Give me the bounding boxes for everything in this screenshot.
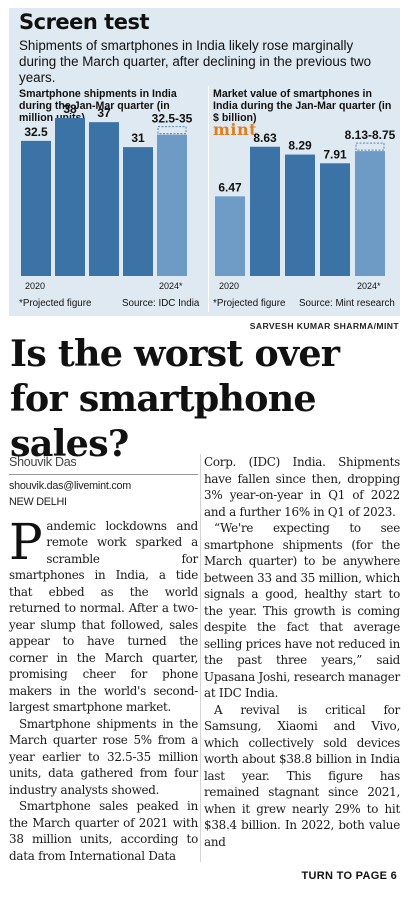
value-label-0-2: 37 [97,106,111,120]
value-label-1-2: 8.29 [288,139,312,153]
chart-left-source: Source: IDC India [122,298,200,309]
author-email: shouvik.das@livemint.com [9,479,131,492]
chart-divider [208,86,209,312]
infographic-title: Screen test [19,10,150,34]
paragraph-5: “We're expecting to see smartphone shipm… [204,521,400,700]
bar-1-2 [285,154,315,276]
bar-0-1 [55,118,85,276]
x-tick-first-1: 2020 [219,281,239,291]
value-label-0-4: 32.5-35 [152,112,193,126]
bar-0-3 [123,147,153,276]
photo-credit: SARVESH KUMAR SHARMA/MINT [249,321,399,331]
column-rule [200,454,201,862]
bar-0-4 [157,134,187,276]
dateline: NEW DELHI [9,495,67,508]
turn-to-page: TURN TO PAGE 6 [301,870,397,882]
chart-right-footnote: *Projected figure [213,298,286,309]
value-label-1-1: 8.63 [253,131,277,145]
bar-1-0 [215,196,245,276]
bar-charts: 32.5 38 37 31 32.5-35 2020 2024* 6.47 8.63 8.29 7.… [21,102,396,291]
bar-1-3 [320,163,350,276]
chart-right-title: Market value of smartphones in India dur… [213,88,392,124]
paragraph-6: A revival is critical for Samsung, Xiaom… [204,702,400,849]
author-byline: Shouvik Das [9,454,198,475]
headline: Is the worst over for smartphone sales? [10,332,340,465]
value-label-0-3: 31 [131,131,145,145]
chart-right-source: Source: Mint research [299,298,395,309]
projection-marker-1 [355,142,385,151]
bar-0-0 [21,140,51,276]
drop-cap: P [9,512,43,571]
infographic-subtitle: Shipments of smartphones in India likely… [19,38,372,85]
bar-1-1 [250,146,280,276]
projection-marker-0 [157,126,187,135]
mint-logo: mint [213,120,258,139]
value-label-1-3: 7.91 [323,147,347,161]
bar-1-4 [355,151,385,276]
bar-0-2 [89,122,119,276]
value-label-0-1: 38 [63,102,77,116]
value-label-1-4: 8.13-8.75 [345,128,396,142]
paragraph-4: Corp. (IDC) India. Shipments have fallen… [204,455,400,519]
article-column-2: Corp. (IDC) India. Shipments have fallen… [204,454,400,850]
value-label-0-0: 32.5 [24,125,48,139]
paragraph-2: Smartphone shipments in the March quarte… [9,716,198,797]
x-tick-first-0: 2020 [25,281,45,291]
x-tick-last-0: 2024* [159,281,183,291]
x-tick-last-1: 2024* [357,281,381,291]
infographic-panel: Screen test Shipments of smartphones in … [9,8,400,316]
article-column-1: Shouvik Das shouvik.das@livemint.com NEW… [9,454,198,864]
value-label-1-0: 6.47 [218,180,242,194]
paragraph-3: Smartphone sales peaked in the March qua… [9,799,198,863]
chart-left-footnote: *Projected figure [19,298,92,309]
